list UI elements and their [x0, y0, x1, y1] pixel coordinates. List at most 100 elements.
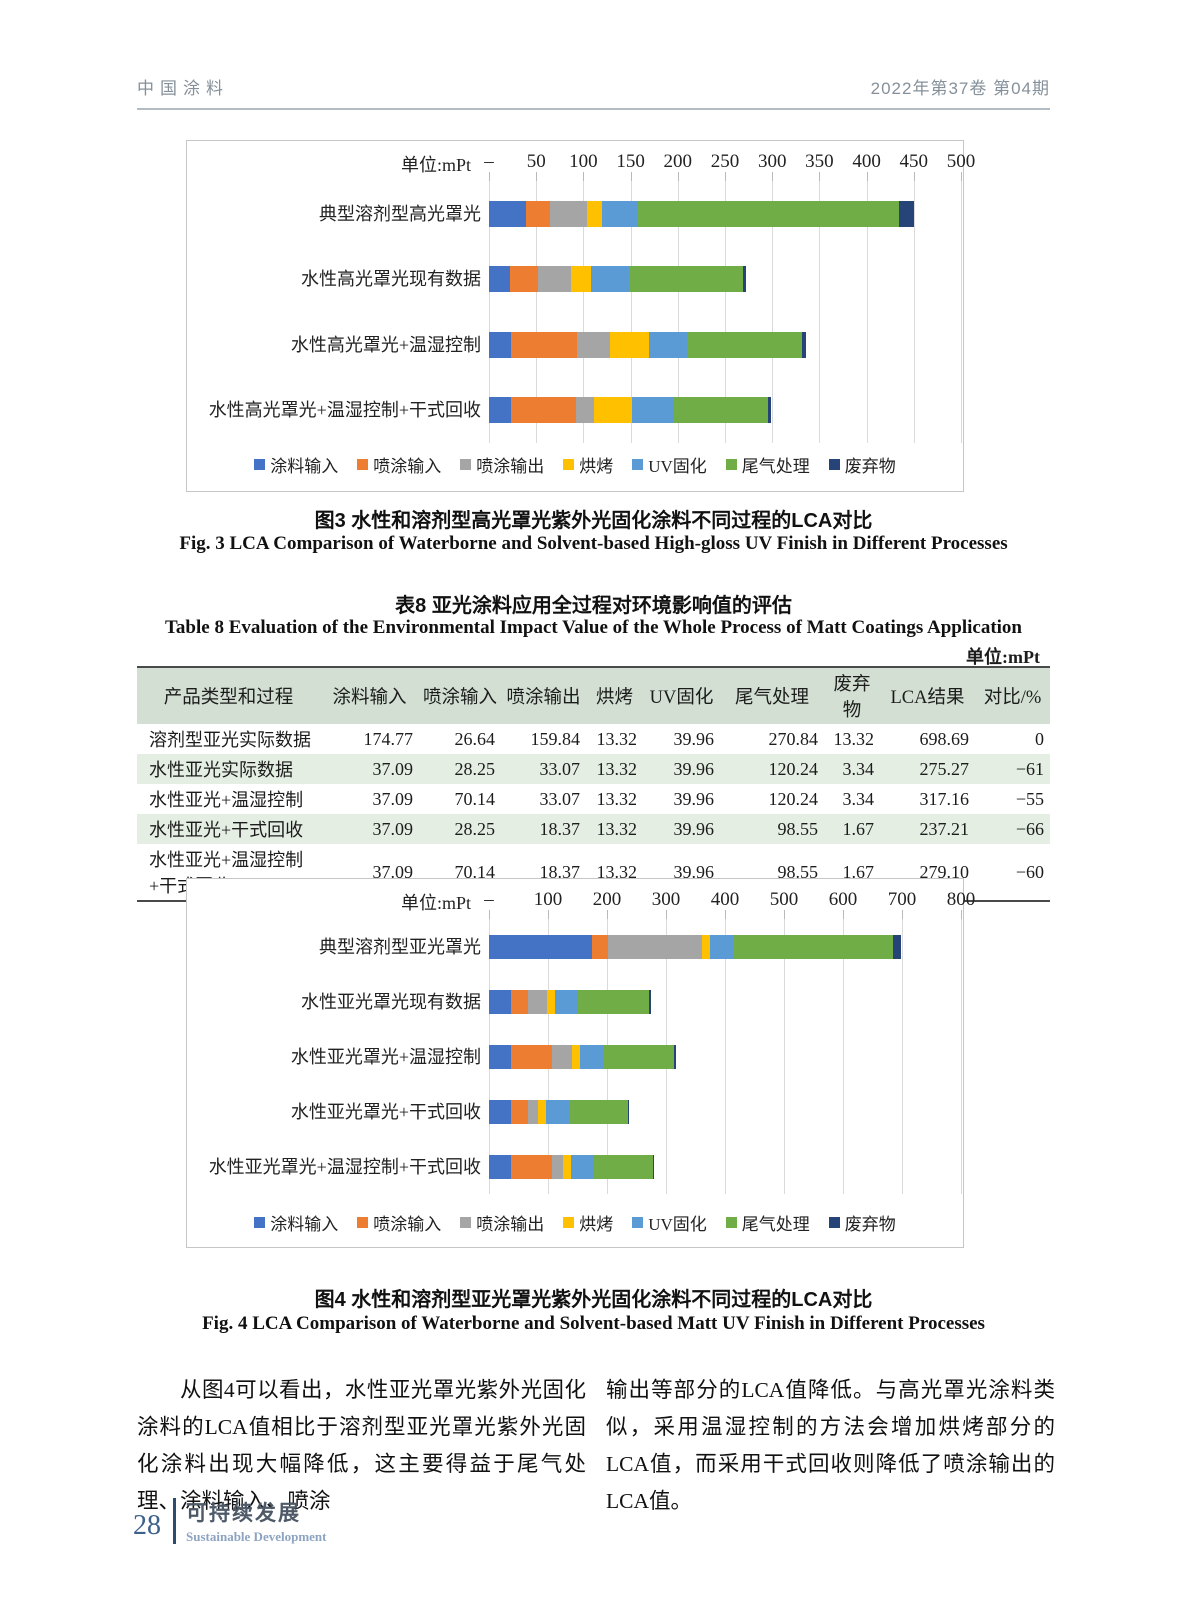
chart-legend: 涂料输入 喷涂输入 喷涂输出 烘烤 UV固化 尾气处理 废弃物 [187, 1210, 963, 1235]
bar-segment-涂料输入 [489, 1044, 511, 1069]
row-label: 水性亚光+干式回收 [149, 820, 304, 840]
column-header: 对比/% [975, 667, 1050, 724]
plot-gridline [819, 181, 821, 443]
legend-label: 涂料输入 [270, 1215, 339, 1234]
bar-segment-尾气处理 [673, 397, 769, 424]
table-cell: 1.67 [842, 861, 875, 882]
table8-header: 产品类型和过程 涂料输入 喷涂输入 喷涂输出 烘烤 UV固化 尾气处理 废弃物 LCA结果 对比/… [137, 667, 1050, 724]
bar-row [489, 1099, 629, 1124]
legend-item: UV固化 [632, 452, 707, 477]
bar-segment-喷涂输入 [510, 1154, 553, 1179]
category-label: 水性高光罩光+温湿控制+干式回收 [208, 400, 481, 421]
table-cell: 120.24 [768, 758, 819, 779]
legend-item: 喷涂输出 [460, 1210, 544, 1235]
journal-name: 中国涂料 [137, 79, 229, 98]
plot-gridline [536, 181, 538, 443]
table-cell: 37.09 [372, 861, 414, 882]
plot-gridline [913, 181, 915, 443]
bar-segment-烘烤 [609, 331, 649, 358]
plot-gridline [725, 181, 726, 443]
bar-segment-UV固化 [602, 200, 639, 227]
bar-segment-涂料输入 [489, 200, 526, 227]
axis-tick-mark [583, 172, 585, 181]
plot-gridline [843, 919, 844, 1194]
row-label: 水性亚光+温湿控制 [149, 790, 304, 810]
bar-segment-UV固化 [546, 1099, 570, 1124]
axis-tick-mark [725, 910, 726, 919]
table-cell: 13.32 [596, 861, 638, 882]
bar-segment-涂料输入 [489, 331, 511, 358]
legend-label: 烘烤 [579, 457, 614, 476]
axis-unit-label: 单位:mPt [400, 155, 471, 175]
table-cell: 159.84 [530, 728, 581, 749]
table-cell: 37.09 [372, 788, 414, 809]
bar-segment-尾气处理 [687, 331, 803, 358]
axis-tick-label: 400 [710, 889, 740, 910]
table-cell: 28.25 [454, 818, 496, 839]
legend-swatch [725, 1217, 737, 1228]
table-cell: 18.37 [539, 818, 581, 839]
row-label: 水性亚光实际数据 [149, 760, 293, 780]
legend-label: UV固化 [648, 1215, 707, 1234]
legend-swatch [357, 459, 369, 470]
bar-row [489, 331, 807, 358]
bar-segment-涂料输入 [489, 397, 511, 424]
legend-label: 喷涂输出 [476, 1215, 545, 1234]
column-header: 喷涂输入 [419, 667, 501, 724]
table-cell: 39.96 [673, 788, 715, 809]
column-header: LCA结果 [880, 667, 975, 724]
bar-segment-UV固化 [570, 1154, 595, 1179]
bar-segment-UV固化 [590, 266, 629, 293]
legend-label: 涂料输入 [270, 457, 339, 476]
bar-segment-烘烤 [547, 989, 555, 1014]
legend-item: 废弃物 [828, 1210, 896, 1235]
bar-segment-喷涂输入 [525, 200, 551, 227]
axis-tick-mark [913, 172, 915, 181]
table8-title-zh: 表8 亚光涂料应用全过程对环境影响值的评估 [395, 595, 792, 617]
table-cell: 174.77 [363, 728, 414, 749]
axis-tick-label: – [484, 151, 494, 172]
table-header-row: 产品类型和过程 涂料输入 喷涂输入 喷涂输出 烘烤 UV固化 尾气处理 废弃物 LCA结果 对比/… [137, 667, 1050, 724]
table-cell: 70.14 [454, 861, 496, 882]
table-row: 水性亚光实际数据 37.09 28.25 33.07 13.32 39.96 120.24 3… [137, 754, 1050, 784]
figure3-caption-en: Fig. 3 LCA Comparison of Waterborne and … [179, 533, 1008, 554]
plot-gridline [961, 919, 962, 1194]
table-cell: 98.55 [777, 818, 819, 839]
bar-row [489, 397, 772, 424]
bar-segment-喷涂输出 [575, 397, 594, 424]
legend-item: 尾气处理 [725, 1210, 810, 1235]
footer-divider [173, 1498, 176, 1544]
table-cell: 39.96 [673, 861, 715, 882]
bar-segment-喷涂输入 [510, 1044, 553, 1069]
axis-tick-mark [489, 910, 490, 919]
axis-unit-label: 单位:mPt [400, 893, 471, 913]
axis-tick-label: 50 [526, 151, 546, 172]
bar-segment-废弃物 [768, 397, 772, 424]
table-row: 溶剂型亚光实际数据 174.77 26.64 159.84 13.32 39.96 270.… [137, 724, 1050, 754]
table-cell: 275.27 [919, 758, 970, 779]
legend-item: 废弃物 [828, 452, 896, 477]
bar-segment-尾气处理 [594, 1154, 653, 1179]
bar-segment-废弃物 [742, 266, 746, 293]
bar-segment-喷涂输入 [509, 266, 539, 293]
table-cell: 3.34 [842, 788, 875, 809]
legend-label: 废弃物 [844, 457, 896, 476]
axis-tick-label: 500 [769, 889, 799, 910]
plot-gridline [866, 181, 868, 443]
axis-tick-mark [725, 172, 726, 181]
category-label: 水性高光罩光现有数据 [301, 269, 481, 290]
axis-tick-label: 500 [946, 151, 976, 172]
legend-item: 喷涂输入 [357, 452, 441, 477]
axis-tick-mark [677, 172, 679, 181]
legend-swatch [632, 1217, 644, 1228]
bar-segment-废弃物 [652, 1154, 654, 1179]
bar-segment-烘烤 [571, 266, 591, 293]
column-header: UV固化 [643, 667, 720, 724]
category-label: 水性亚光罩光+干式回收 [290, 1101, 481, 1122]
bar-segment-尾气处理 [578, 989, 650, 1014]
category-label: 水性亚光罩光+温湿控制 [290, 1046, 481, 1067]
bar-segment-废弃物 [898, 200, 914, 227]
column-header: 烘烤 [586, 667, 643, 724]
bar-segment-UV固化 [632, 397, 674, 424]
